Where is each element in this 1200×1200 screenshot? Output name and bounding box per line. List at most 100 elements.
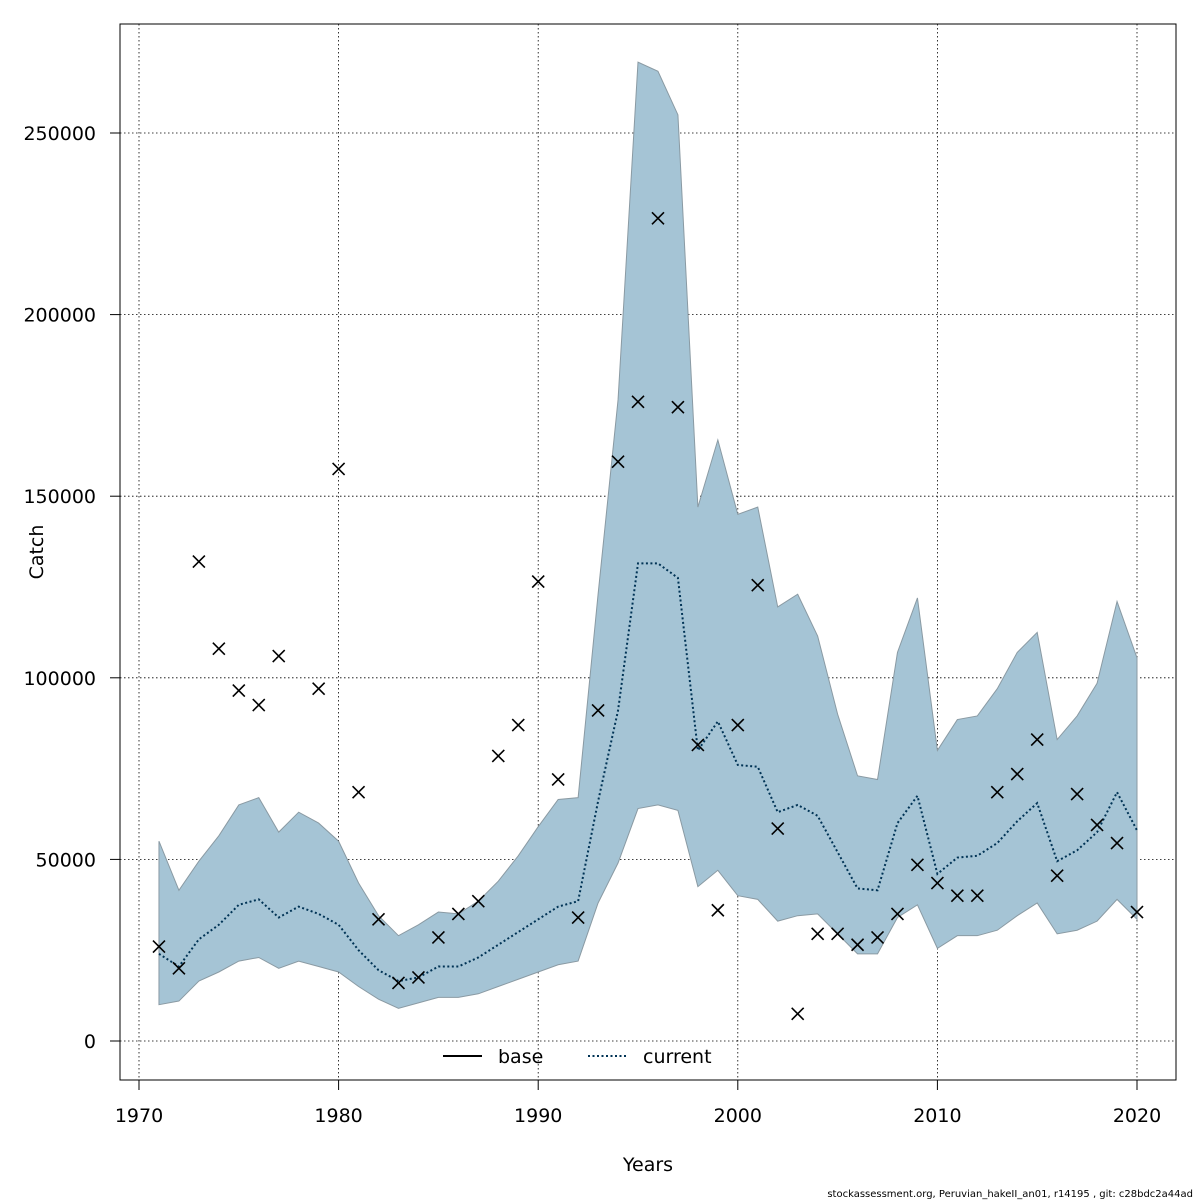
observed-point-1971 — [152, 940, 166, 954]
observed-point-2011 — [950, 889, 964, 903]
plot-frame — [119, 23, 1177, 1081]
observed-point-stroke — [332, 462, 346, 476]
footer-credit: stockassessment.org, Peruvian_hakeII_an0… — [827, 1189, 1193, 1200]
observed-point-2001 — [751, 578, 765, 592]
observed-point-1979 — [312, 682, 326, 696]
legend-current-label: current — [643, 1046, 712, 1068]
observed-point-1984 — [411, 970, 426, 985]
y-tick-label-250000: 250000 — [23, 123, 96, 145]
observed-point-2014 — [1010, 767, 1024, 781]
observed-point-stroke — [1070, 787, 1084, 801]
observed-point-1988 — [491, 749, 505, 763]
observed-point-2003 — [791, 1007, 805, 1021]
observed-point-stroke — [611, 455, 625, 469]
observed-point-stroke — [431, 930, 445, 945]
observed-point-stroke — [651, 211, 665, 225]
observed-point-2017 — [1070, 787, 1084, 801]
observed-point-stroke — [531, 574, 545, 589]
y-tick-label-0: 0 — [84, 1031, 96, 1053]
observed-point-2019 — [1110, 836, 1124, 850]
observed-point-1977 — [272, 649, 286, 663]
observed-point-1972 — [172, 961, 186, 975]
observed-point-stroke — [1130, 905, 1144, 919]
observed-point-stroke — [451, 907, 465, 921]
observed-point-1997 — [671, 400, 685, 414]
confidence-band-area — [158, 61, 1138, 1009]
x-tick-label-1970: 1970 — [115, 1105, 163, 1127]
y-tick-label-50000: 50000 — [36, 849, 96, 871]
observed-point-1994 — [611, 455, 625, 469]
observed-markers — [152, 211, 1144, 1021]
x-tick-label-2020: 2020 — [1113, 1105, 1161, 1127]
observed-point-stroke — [471, 894, 485, 908]
observed-point-stroke — [1030, 732, 1044, 747]
observed-point-stroke — [870, 930, 885, 945]
observed-point-2000 — [731, 718, 745, 732]
observed-point-stroke — [1090, 818, 1104, 832]
observed-point-stroke — [691, 738, 705, 752]
observed-point-1987 — [471, 894, 485, 908]
observed-point-stroke — [371, 912, 386, 926]
observed-point-stroke — [411, 970, 426, 985]
observed-point-stroke — [831, 927, 845, 941]
observed-point-stroke — [391, 976, 406, 990]
observed-point-2005 — [831, 927, 845, 941]
x-tick-label-2000: 2000 — [714, 1105, 762, 1127]
observed-point-stroke — [591, 703, 605, 718]
observed-point-2018 — [1090, 818, 1104, 832]
observed-point-1996 — [651, 211, 665, 225]
observed-point-stroke — [192, 555, 206, 569]
observed-point-1981 — [351, 785, 366, 799]
observed-point-stroke — [711, 903, 725, 917]
observed-point-stroke — [631, 395, 645, 409]
observed-point-stroke — [312, 682, 326, 696]
observed-point-stroke — [751, 578, 765, 592]
observed-point-1992 — [571, 910, 585, 925]
observed-point-stroke — [1050, 869, 1064, 883]
observed-point-2015 — [1030, 732, 1044, 747]
x-tick-label-1980: 1980 — [314, 1105, 362, 1127]
observed-point-1995 — [631, 395, 645, 409]
observed-point-2010 — [930, 876, 944, 890]
observed-point-stroke — [1110, 836, 1124, 850]
legend: base current — [443, 1046, 712, 1068]
observed-point-2006 — [850, 938, 865, 952]
observed-point-stroke — [212, 642, 226, 656]
observed-point-stroke — [1010, 767, 1024, 781]
y-axis-title: Catch — [26, 525, 48, 580]
observed-point-2009 — [910, 858, 925, 872]
observed-point-stroke — [791, 1007, 805, 1021]
axes: 1970 1980 1990 2000 2010 2020 0 50000 100000 1500… — [23, 23, 1177, 1127]
observed-point-stroke — [571, 910, 585, 925]
observed-point-1986 — [451, 907, 465, 921]
confidence-band — [158, 61, 1138, 1009]
observed-point-1980 — [332, 462, 346, 476]
observed-point-stroke — [252, 698, 266, 712]
observed-point-2012 — [970, 889, 984, 903]
observed-point-2002 — [771, 821, 785, 836]
observed-point-stroke — [970, 889, 984, 903]
observed-point-1976 — [252, 698, 266, 712]
observed-point-1990 — [531, 574, 545, 589]
observed-point-2004 — [811, 927, 825, 941]
observed-point-2016 — [1050, 869, 1064, 883]
observed-point-1985 — [431, 930, 445, 945]
observed-point-2007 — [870, 930, 885, 945]
y-tick-label-200000: 200000 — [23, 305, 96, 327]
observed-point-1973 — [192, 555, 206, 569]
observed-point-stroke — [232, 683, 246, 698]
observed-point-stroke — [930, 876, 944, 890]
observed-point-1989 — [511, 718, 525, 732]
observed-point-stroke — [491, 749, 505, 763]
observed-point-stroke — [272, 649, 286, 663]
observed-point-1993 — [591, 703, 605, 718]
observed-point-stroke — [671, 400, 685, 414]
y-tick-label-100000: 100000 — [23, 668, 96, 690]
legend-base-label: base — [498, 1046, 543, 1068]
observed-point-stroke — [890, 907, 905, 921]
observed-point-1975 — [232, 683, 246, 698]
x-tick-label-1990: 1990 — [514, 1105, 562, 1127]
observed-point-stroke — [731, 718, 745, 732]
observed-point-1999 — [711, 903, 725, 917]
